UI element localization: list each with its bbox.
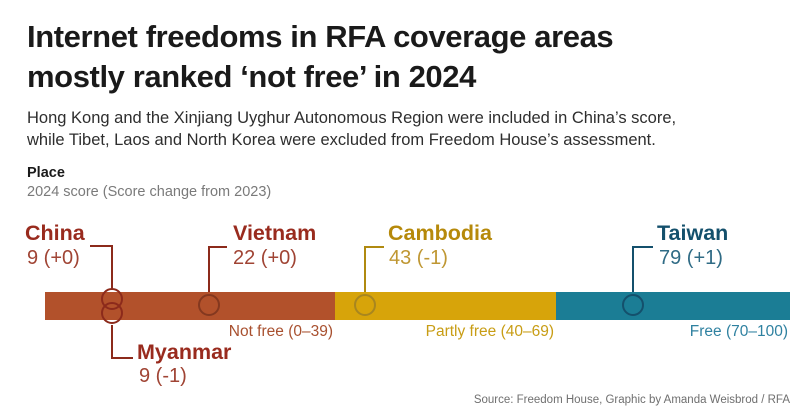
marker-circle-vietnam	[198, 294, 220, 316]
cambodia-connector-vertical	[364, 246, 366, 294]
cambodia-connector-horizontal	[364, 246, 384, 248]
callout-name-vietnam: Vietnam	[233, 221, 317, 245]
legend-score-note: 2024 score (Score change from 2023)	[27, 184, 272, 200]
callout-score-china: 9 (+0)	[27, 247, 80, 269]
marker-circle-cambodia	[354, 294, 376, 316]
callout-score-myanmar: 9 (-1)	[139, 365, 187, 387]
segment-label-free: Free (70–100)	[689, 323, 788, 340]
callout-name-taiwan: Taiwan	[657, 221, 729, 245]
callout-score-vietnam: 22 (+0)	[233, 247, 297, 269]
callout-score-taiwan: 79 (+1)	[659, 247, 723, 269]
callout-name-cambodia: Cambodia	[388, 221, 492, 245]
china-connector-vertical	[111, 245, 113, 289]
source-attribution: Source: Freedom House, Graphic by Amanda…	[473, 394, 790, 406]
china-connector-horizontal	[90, 245, 113, 247]
page-title-line-1: Internet freedoms in RFA coverage areas	[27, 19, 614, 54]
marker-circle-myanmar	[101, 302, 123, 324]
callout-name-china: China	[25, 221, 85, 245]
callout-score-cambodia: 43 (-1)	[389, 247, 448, 269]
bar-segment-not-free	[45, 292, 335, 320]
callout-name-myanmar: Myanmar	[137, 340, 232, 364]
taiwan-connector-vertical	[632, 246, 634, 294]
page-title-line-2: mostly ranked ‘not free’ in 2024	[27, 59, 476, 94]
myanmar-connector-vertical	[111, 325, 113, 359]
segment-label-not-free: Not free (0–39)	[228, 323, 333, 340]
myanmar-connector-horizontal	[111, 357, 133, 359]
subtitle-line-1: Hong Kong and the Xinjiang Uyghur Autono…	[27, 109, 677, 127]
vietnam-connector-vertical	[208, 246, 210, 294]
segment-label-partly-free: Partly free (40–69)	[425, 323, 554, 340]
marker-circle-taiwan	[622, 294, 644, 316]
taiwan-connector-horizontal	[632, 246, 653, 248]
bar-segment-free	[556, 292, 790, 320]
legend-place-label: Place	[27, 165, 65, 181]
subtitle-line-2: while Tibet, Laos and North Korea were e…	[27, 131, 656, 149]
vietnam-connector-horizontal	[208, 246, 227, 248]
